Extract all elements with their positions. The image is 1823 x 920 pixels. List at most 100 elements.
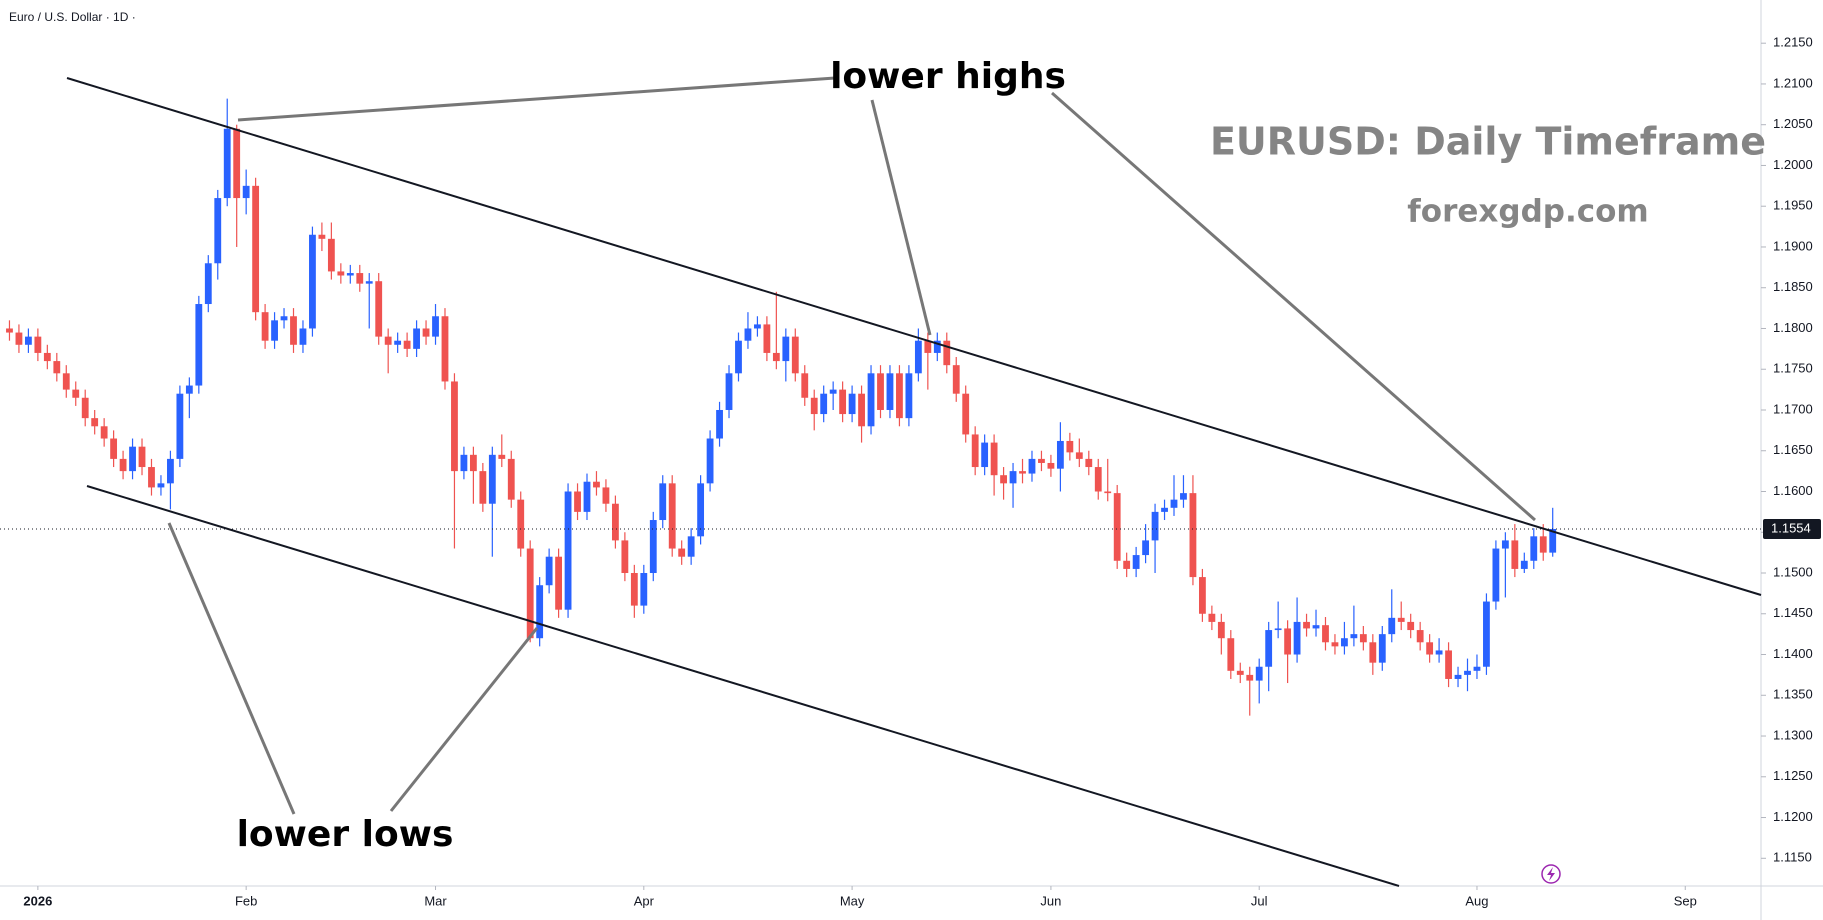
candle-body xyxy=(1123,560,1131,569)
candle-body xyxy=(413,328,420,349)
candle-body xyxy=(1397,617,1405,622)
lower-trendline xyxy=(86,485,1400,887)
x-tick-label: Jun xyxy=(1040,893,1061,908)
candle-body xyxy=(593,481,600,488)
candle-body xyxy=(6,328,13,333)
candle-body xyxy=(1255,666,1263,681)
candle-body xyxy=(290,316,297,345)
candle-body xyxy=(1359,634,1367,643)
candle-body xyxy=(15,332,23,345)
candle-body xyxy=(1161,507,1168,512)
candle-body xyxy=(384,336,392,345)
candle-body xyxy=(640,573,648,606)
candle-body xyxy=(914,340,922,374)
candle-body xyxy=(630,573,638,606)
candle-body xyxy=(943,340,951,366)
y-tick-label: 1.1750 xyxy=(1773,361,1813,376)
candle-body xyxy=(896,373,903,419)
candle-body xyxy=(176,393,184,459)
candle-body xyxy=(754,324,761,329)
candle-body xyxy=(365,281,373,284)
candle-body xyxy=(1454,674,1462,679)
candle-body xyxy=(1426,642,1434,655)
candle-body xyxy=(432,316,439,337)
candle-body xyxy=(72,389,80,398)
candle-body xyxy=(716,409,723,439)
candle-body xyxy=(810,397,818,415)
y-tick-label: 1.1200 xyxy=(1773,809,1813,824)
candle-body xyxy=(1341,638,1348,647)
candle-body xyxy=(1464,670,1471,675)
candle-body xyxy=(1416,630,1424,643)
candle-body xyxy=(1501,540,1509,549)
y-tick-label: 1.1350 xyxy=(1773,687,1813,702)
y-tick-label: 1.2000 xyxy=(1773,157,1813,172)
candle-body xyxy=(545,556,553,586)
candle-body xyxy=(990,442,998,476)
plot xyxy=(0,98,1761,716)
y-tick-label: 1.2100 xyxy=(1773,75,1813,90)
pointer xyxy=(389,627,539,812)
candle-body xyxy=(479,471,487,504)
pointer xyxy=(237,76,836,122)
candle-body xyxy=(678,548,686,557)
last-price-box xyxy=(1763,518,1821,539)
x-tick-label: Aug xyxy=(1465,893,1488,908)
candle-body xyxy=(659,483,667,521)
candle-body xyxy=(1038,458,1045,463)
candle-body xyxy=(167,458,174,484)
candle-body xyxy=(129,446,136,472)
y-tick-label: 1.1150 xyxy=(1773,850,1812,865)
candle-body xyxy=(1483,601,1490,667)
candle-body xyxy=(1104,491,1112,494)
candle-body xyxy=(574,491,581,512)
y-tick-label: 1.1800 xyxy=(1773,320,1813,335)
alert-icon[interactable] xyxy=(1541,864,1561,884)
candle-body xyxy=(1113,493,1121,561)
candle-body xyxy=(1492,548,1500,602)
candle-body xyxy=(309,234,316,329)
candle-body xyxy=(744,328,752,341)
x-tick-label: Mar xyxy=(424,893,447,908)
candle-body xyxy=(469,454,477,472)
candle-body xyxy=(1369,642,1377,663)
candle-body xyxy=(820,393,828,415)
candle-body xyxy=(763,324,771,353)
candle-body xyxy=(1350,634,1358,639)
candle-body xyxy=(867,373,875,427)
candle-body xyxy=(53,361,61,374)
candle-body xyxy=(1047,462,1055,469)
candle-body xyxy=(1208,613,1216,622)
heading: EURUSD: Daily Timeframe xyxy=(1210,120,1766,164)
candle-body xyxy=(1539,536,1547,553)
candle-body xyxy=(460,454,468,472)
candle-body xyxy=(886,373,894,410)
candle-body xyxy=(1445,650,1452,679)
candle-body xyxy=(735,340,742,374)
candle-body xyxy=(1019,471,1026,474)
candle-body xyxy=(1520,560,1528,569)
candle-body xyxy=(148,467,155,488)
y-tick-label: 1.1500 xyxy=(1773,564,1813,579)
site: forexgdp.com xyxy=(1407,194,1648,230)
candle-body xyxy=(1293,621,1301,655)
candle-body xyxy=(271,320,278,341)
candle-body xyxy=(1217,621,1225,639)
candle-body xyxy=(1236,670,1244,675)
last-price-label: 1.1554 xyxy=(1771,520,1811,535)
alert-icon-bolt xyxy=(1547,867,1555,881)
candle-body xyxy=(697,483,705,537)
candle-body xyxy=(157,483,165,488)
candle-body xyxy=(621,540,629,574)
candle-body xyxy=(1378,634,1386,663)
y-tick-label: 1.1650 xyxy=(1773,442,1813,457)
candle-body xyxy=(1094,467,1102,492)
candle-body xyxy=(858,393,865,427)
candle-body xyxy=(242,185,250,199)
candle-body xyxy=(1056,440,1064,469)
candle-body xyxy=(1473,666,1481,671)
candle-body xyxy=(981,442,989,468)
candle-body xyxy=(337,271,345,276)
y-tick-label: 1.1450 xyxy=(1773,605,1813,620)
candle-body xyxy=(1511,540,1519,569)
